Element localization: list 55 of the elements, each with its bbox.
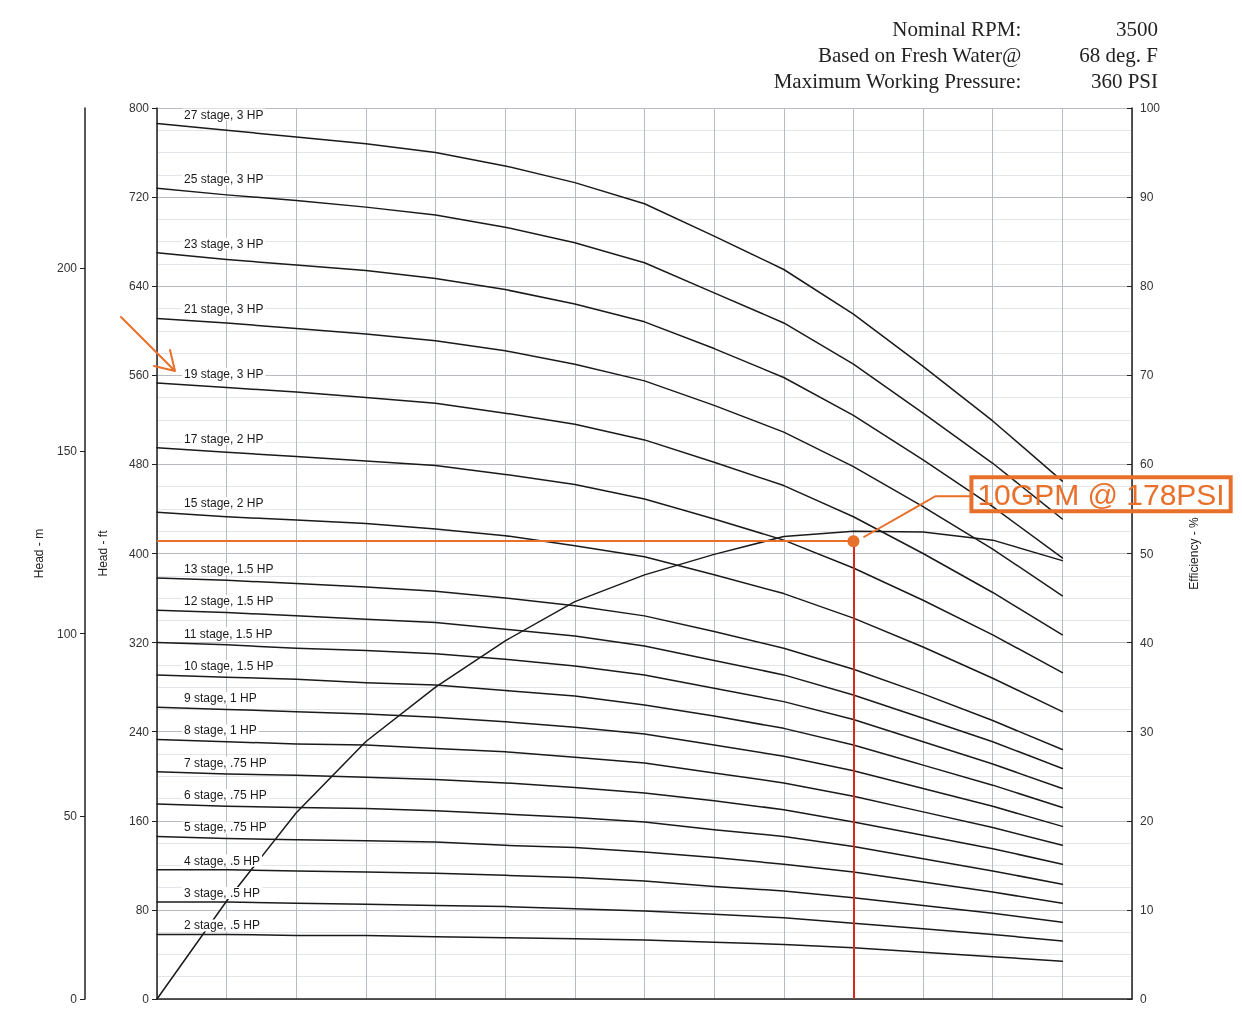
y2-tick-label: 50: [1140, 546, 1154, 561]
y2-tick-label: 10: [1140, 902, 1154, 917]
y-tick-label: 240: [128, 724, 150, 739]
series-label: 9 stage, 1 HP: [184, 691, 257, 706]
series-label: 17 stage, 2 HP: [184, 431, 264, 446]
series-label: 25 stage, 3 HP: [184, 172, 264, 187]
y-tick-label: 720: [128, 190, 150, 205]
y-tick-label: 800: [128, 101, 150, 115]
y3-tick-label: 200: [56, 261, 78, 276]
y3-tick-label: 0: [70, 992, 78, 1006]
series-label: 27 stage, 3 HP: [184, 107, 264, 122]
series-label: 5 stage, .75 HP: [184, 820, 267, 835]
series-label: 7 stage, .75 HP: [184, 755, 267, 770]
text: Nominal RPM:: [891, 16, 1022, 42]
y2-tick-label: 100: [1140, 101, 1161, 115]
text: Based on Fresh Water@: [816, 42, 1022, 68]
y3-tick-label: 150: [56, 443, 78, 458]
series-label: 8 stage, 1 HP: [184, 723, 257, 738]
text: 3500: [1115, 16, 1158, 42]
series-label: 19 stage, 3 HP: [184, 367, 264, 382]
series-label: 15 stage, 2 HP: [184, 496, 264, 511]
y-tick-label: 80: [135, 902, 150, 917]
series-label: 6 stage, .75 HP: [184, 788, 267, 803]
y2-tick-label: 20: [1140, 813, 1154, 828]
y-tick-label: 320: [128, 635, 150, 650]
series-label: 10 stage, 1.5 HP: [184, 658, 274, 673]
y2-tick-label: 60: [1140, 457, 1154, 472]
y2-tick-label: 70: [1140, 368, 1154, 383]
y-axis-title: Head - ft: [96, 529, 110, 577]
y2-tick-label: 90: [1140, 190, 1154, 205]
y3-tick-label: 50: [63, 809, 78, 824]
y3-axis-title: Head - m: [32, 528, 46, 579]
y-tick-label: 0: [142, 992, 150, 1006]
y2-axis-title: Efficiency - %: [1187, 516, 1201, 590]
series-label: 3 stage, .5 HP: [184, 886, 261, 901]
y2-tick-label: 0: [1140, 992, 1147, 1006]
series-label: 4 stage, .5 HP: [184, 853, 261, 868]
series-label: 13 stage, 1.5 HP: [184, 562, 274, 576]
y-tick-label: 560: [128, 368, 150, 383]
series-label: 23 stage, 3 HP: [184, 236, 264, 251]
text: Maximum Working Pressure:: [773, 68, 1022, 94]
y-tick-label: 400: [128, 546, 150, 561]
text: 68 deg. F: [1079, 42, 1158, 68]
y-tick-label: 160: [128, 813, 150, 828]
series-label: 11 stage, 1.5 HP: [184, 626, 273, 641]
text: 360 PSI: [1089, 68, 1158, 94]
y2-tick-label: 40: [1140, 635, 1154, 650]
series-label: 2 stage, .5 HP: [184, 918, 261, 933]
y2-tick-label: 30: [1140, 724, 1154, 739]
y2-tick-label: 80: [1140, 279, 1154, 294]
y-tick-label: 480: [128, 457, 150, 472]
series-label: 12 stage, 1.5 HP: [184, 594, 274, 609]
y-tick-label: 640: [128, 279, 150, 294]
series-label: 21 stage, 3 HP: [184, 302, 264, 317]
y3-tick-label: 100: [56, 626, 78, 641]
